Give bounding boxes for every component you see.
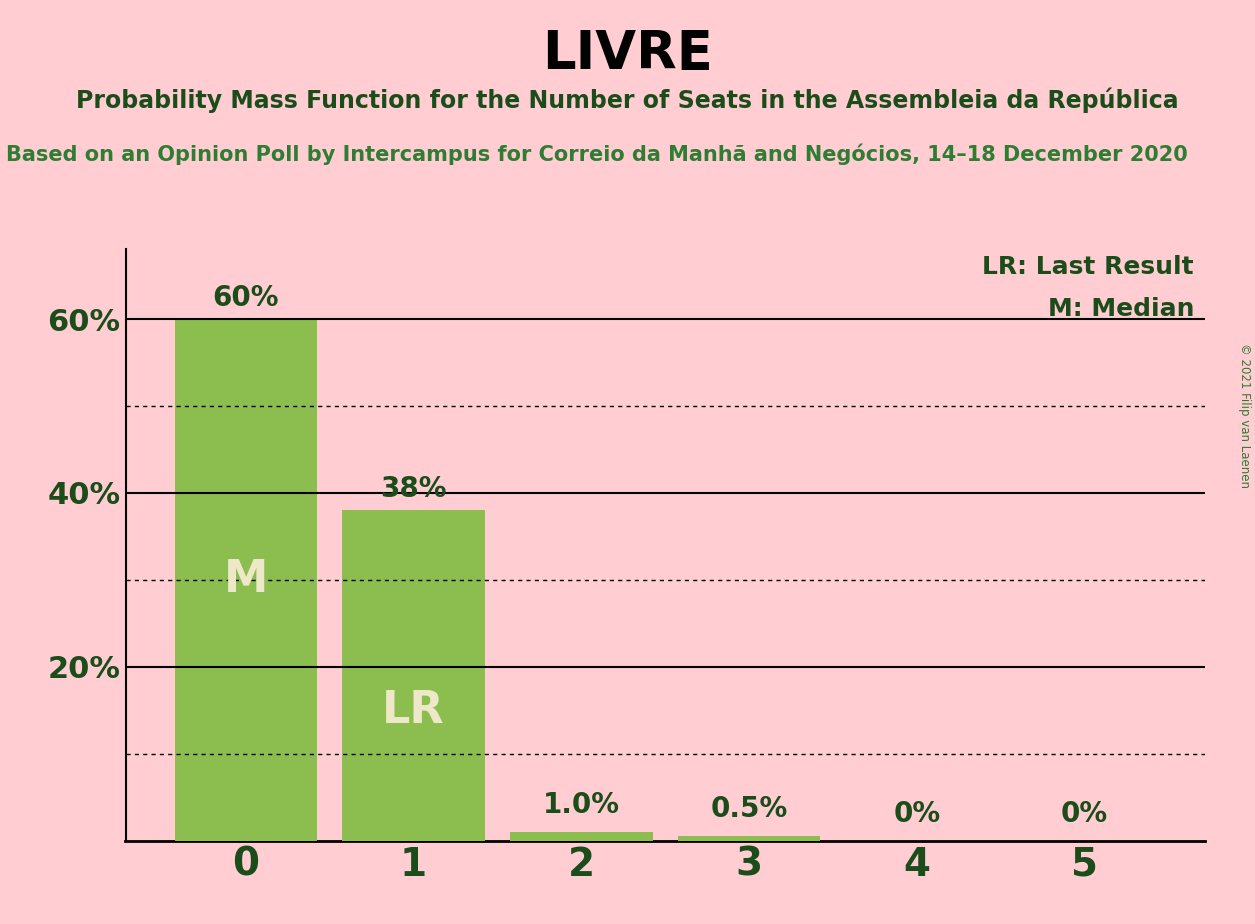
Text: 0%: 0%	[894, 800, 940, 828]
Bar	[174, 319, 318, 841]
Text: M: M	[223, 558, 269, 602]
Text: 60%: 60%	[212, 284, 279, 312]
Text: M: Median: M: Median	[1048, 297, 1194, 321]
Text: © 2021 Filip van Laenen: © 2021 Filip van Laenen	[1239, 344, 1251, 488]
Text: 1.0%: 1.0%	[543, 791, 620, 819]
Text: Based on an Opinion Poll by Intercampus for Correio da Manhã and Negócios, 14–18: Based on an Opinion Poll by Intercampus …	[6, 143, 1188, 164]
Text: Probability Mass Function for the Number of Seats in the Assembleia da República: Probability Mass Function for the Number…	[77, 88, 1178, 114]
Text: LIVRE: LIVRE	[542, 28, 713, 79]
Text: 38%: 38%	[380, 476, 447, 504]
Text: 0%: 0%	[1060, 800, 1108, 828]
Bar	[678, 836, 821, 841]
Text: LR: Last Result: LR: Last Result	[983, 255, 1194, 279]
Text: 0.5%: 0.5%	[710, 796, 788, 823]
Bar	[510, 833, 653, 841]
Bar	[343, 510, 484, 841]
Text: LR: LR	[383, 689, 444, 732]
